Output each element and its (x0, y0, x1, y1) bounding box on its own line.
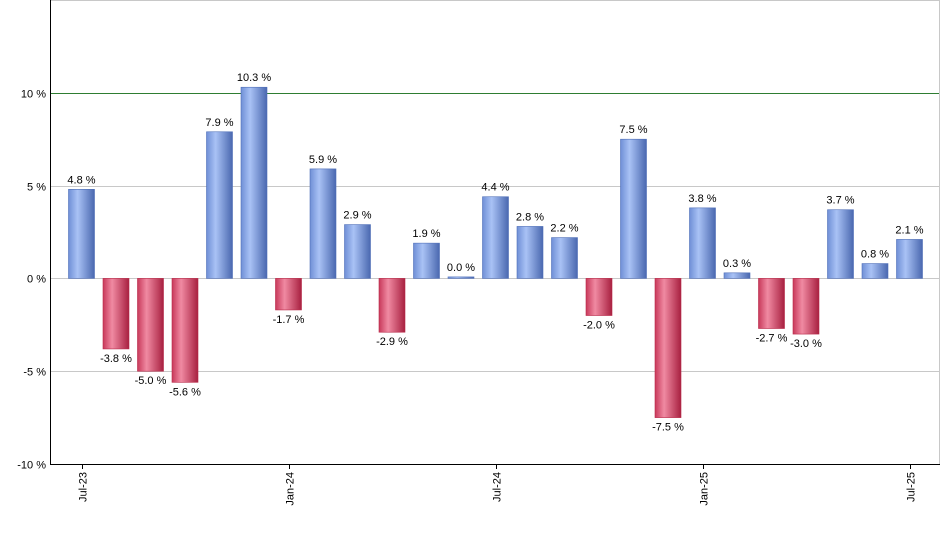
bar (344, 224, 371, 279)
data-label: 7.5 % (619, 124, 647, 136)
bar (827, 209, 854, 279)
data-label: 0.3 % (723, 258, 751, 270)
data-label: 3.8 % (688, 193, 716, 205)
data-label: -3.8 % (100, 353, 132, 365)
bar (171, 278, 199, 383)
y-tick-label: 0 % (27, 274, 46, 286)
data-label: 4.8 % (67, 174, 95, 186)
bars (68, 86, 923, 418)
data-label: 4.4 % (481, 182, 509, 194)
bar (68, 189, 95, 279)
bar (896, 239, 923, 279)
bar (309, 168, 337, 279)
bar (792, 278, 820, 335)
x-tick-label: Jul-24 (492, 472, 504, 502)
data-label: -7.5 % (652, 422, 684, 434)
bar (413, 242, 440, 279)
data-label: -5.0 % (135, 375, 167, 387)
data-label: 2.1 % (895, 224, 923, 236)
x-tick-label: Jul-25 (906, 472, 918, 502)
y-tick-label: 10 % (21, 89, 46, 101)
data-label: 10.3 % (237, 72, 271, 84)
bar (758, 278, 785, 329)
data-label: -3.0 % (790, 338, 822, 350)
y-tick-label: 5 % (27, 182, 46, 194)
data-label: -2.9 % (376, 336, 408, 348)
bar (275, 278, 302, 311)
bar (620, 138, 647, 279)
data-label: 2.9 % (343, 210, 371, 222)
bar (861, 263, 889, 279)
bar (585, 278, 613, 316)
data-label: -2.7 % (756, 333, 788, 345)
x-tick-label: Jan-25 (699, 472, 711, 506)
data-label: 5.9 % (309, 154, 337, 166)
bar (723, 272, 751, 279)
data-label: -2.0 % (583, 320, 615, 332)
data-label: 2.2 % (550, 223, 578, 235)
bar (516, 226, 544, 279)
bar (102, 278, 130, 350)
bar (447, 276, 475, 279)
data-label: -5.6 % (169, 386, 201, 398)
x-tick-label: Jul-23 (78, 472, 90, 502)
bar (378, 278, 406, 333)
bar (240, 86, 268, 279)
data-label: 1.9 % (412, 228, 440, 240)
y-tick-label: -5 % (23, 367, 46, 379)
data-label: 0.0 % (447, 262, 475, 274)
bar (137, 278, 164, 372)
data-labels: 4.8 % -3.8 %-5.0 %-5.6 % 7.9 % 10.3 % -1.7 %… (67, 72, 923, 433)
x-tick-label: Jan-24 (285, 472, 297, 506)
bar (654, 278, 682, 418)
data-label: 7.9 % (205, 117, 233, 129)
data-label: 3.7 % (826, 195, 854, 207)
bar (482, 196, 509, 279)
data-label: -1.7 % (273, 314, 305, 326)
bar (551, 237, 578, 279)
data-label: 0.8 % (861, 249, 889, 261)
y-tick-label: -10 % (17, 460, 46, 472)
data-label: 2.8 % (516, 211, 544, 223)
axes: -10 % -5 % 0 % 5 % 10 % Jul-23 Jan-24 Jul-24 Jan… (17, 0, 940, 506)
bar (206, 131, 233, 279)
bar (689, 207, 716, 279)
